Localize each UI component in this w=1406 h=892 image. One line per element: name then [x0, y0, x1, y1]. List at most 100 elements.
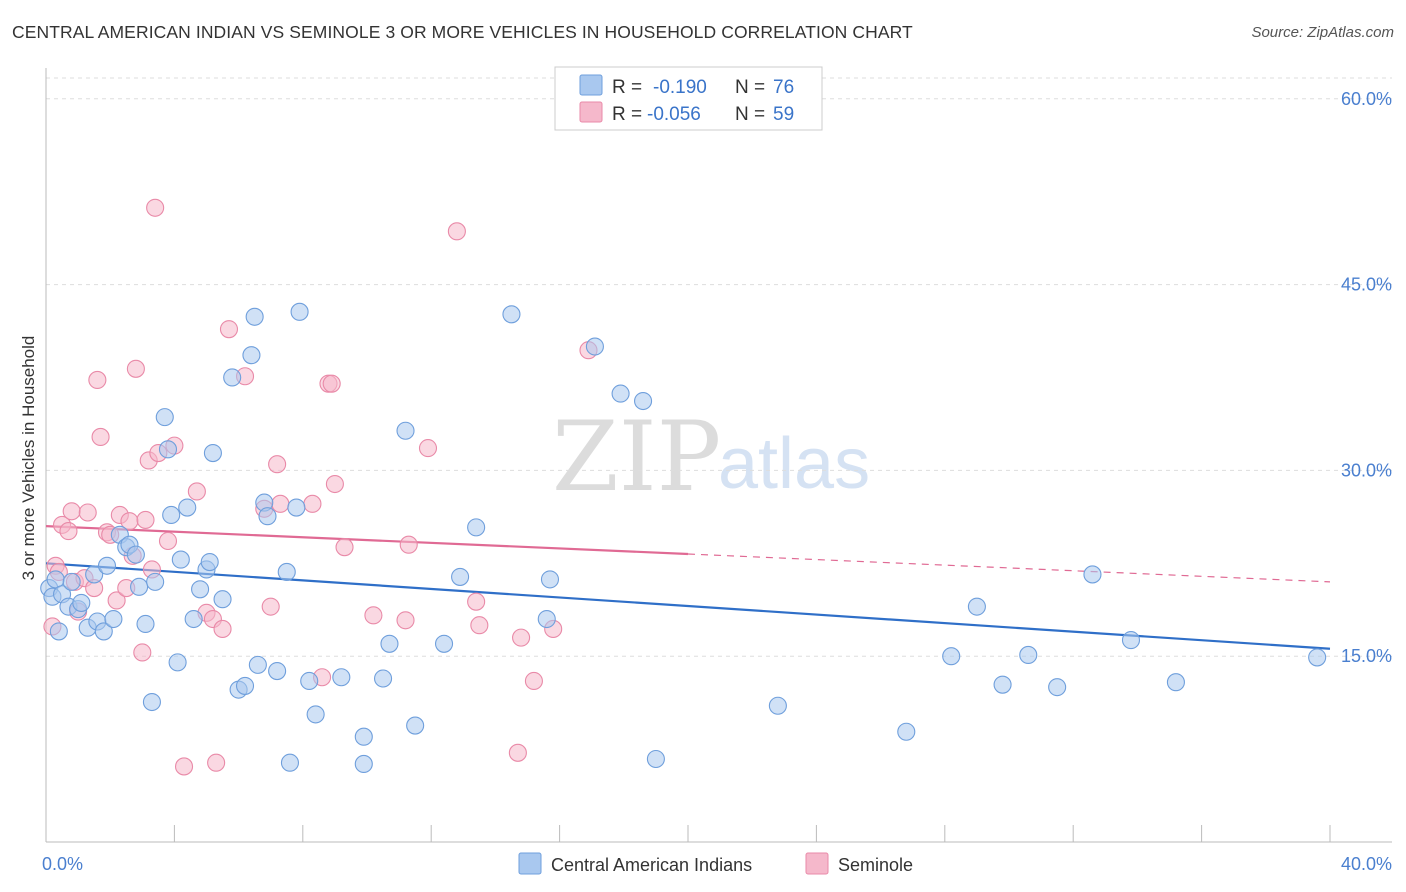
central-american-indian-point	[191, 580, 210, 599]
central-american-indian-point	[768, 696, 787, 715]
chart-title: CENTRAL AMERICAN INDIAN VS SEMINOLE 3 OR…	[12, 22, 913, 42]
central-american-indian-point	[136, 614, 155, 634]
central-american-indian-point	[373, 669, 393, 688]
central-american-indian-point	[280, 753, 300, 772]
seminole-point	[396, 611, 415, 630]
central-american-indian-point	[290, 302, 309, 321]
seminole-point	[268, 455, 287, 474]
central-american-indian-point	[646, 749, 665, 769]
central-american-indian-point	[611, 384, 630, 403]
central-american-indian-point	[184, 609, 203, 629]
y-axis-label: 3 or more Vehicles in Household	[19, 336, 38, 581]
y-tick-label: 30.0%	[1341, 460, 1392, 480]
y-tick-label: 15.0%	[1341, 646, 1392, 666]
seminole-point	[303, 494, 322, 513]
central-american-indian-point	[142, 692, 161, 712]
source-credit: Source: ZipAtlas.com	[1251, 24, 1394, 41]
central-american-indian-point	[268, 662, 287, 681]
seminole-point	[107, 591, 126, 610]
seminole-point	[62, 502, 81, 521]
central-american-indian-point	[248, 655, 267, 674]
central-american-indian-point	[49, 622, 68, 641]
central-american-indian-point	[130, 577, 149, 596]
central-american-indian-point	[396, 421, 415, 440]
seminole-point	[91, 427, 110, 446]
bottom-legend-label-seminole: Seminole	[838, 855, 913, 875]
seminole-point	[335, 538, 354, 557]
tick-labels: 15.0% 30.0% 45.0% 60.0% 0.0% 40.0%	[42, 89, 1392, 874]
axes	[45, 68, 1392, 843]
seminole-points	[43, 198, 598, 776]
bottom-legend-swatch-blue	[518, 852, 542, 875]
blue-trend-line-solid	[45, 562, 1331, 650]
legend-row-central-american-indians: R = -0.190 N = 76	[579, 74, 794, 98]
grid-lines	[46, 77, 1392, 657]
central-american-indian-points	[40, 302, 1327, 774]
legend-swatch-pink	[579, 101, 603, 123]
central-american-indian-point	[942, 647, 961, 666]
legend-row-seminole: R = -0.056 N = 59	[579, 101, 794, 125]
seminole-point	[78, 503, 97, 522]
central-american-indian-point	[213, 590, 232, 609]
seminole-point	[447, 222, 466, 241]
trend-lines	[45, 525, 1331, 650]
seminole-point	[59, 522, 78, 541]
central-american-indian-point	[287, 498, 306, 517]
y-tick-label: 60.0%	[1341, 89, 1392, 109]
central-american-indian-point	[72, 593, 91, 612]
central-american-indian-point	[354, 754, 373, 774]
central-american-indian-point	[1048, 678, 1067, 697]
x-tick-label-start: 0.0%	[42, 854, 83, 874]
seminole-point	[261, 597, 280, 616]
central-american-indian-point	[85, 565, 104, 584]
watermark-zip: ZIP	[552, 401, 721, 513]
seminole-point	[207, 753, 226, 772]
seminole-point	[512, 628, 531, 647]
bottom-legend-swatch-pink	[805, 852, 829, 875]
legend-n-label: N =	[735, 77, 765, 98]
central-american-indian-point	[146, 572, 165, 591]
central-american-indian-point	[223, 368, 242, 387]
central-american-indian-point	[62, 572, 81, 591]
central-american-indian-point	[300, 671, 319, 691]
legend-r-value: -0.190	[653, 77, 707, 98]
central-american-indian-point	[126, 545, 145, 564]
zipatlas-watermark: ZIP atlas	[552, 401, 870, 513]
seminole-point	[174, 757, 194, 776]
central-american-indian-point	[451, 567, 470, 586]
central-american-indian-point	[178, 498, 197, 517]
central-american-indian-point	[354, 727, 373, 746]
central-american-indian-point	[967, 597, 986, 616]
central-american-indian-point	[104, 609, 123, 629]
legend-swatch-blue	[579, 74, 603, 96]
seminole-point	[133, 643, 152, 662]
seminole-point	[470, 616, 489, 635]
central-american-indian-point	[434, 634, 454, 653]
legend-r-label: R =	[612, 77, 642, 98]
central-american-indian-point	[406, 716, 425, 735]
central-american-indian-point	[1308, 648, 1327, 667]
watermark-atlas: atlas	[718, 424, 870, 504]
seminole-point	[126, 359, 145, 378]
seminole-point	[524, 671, 543, 691]
central-american-indian-point	[332, 668, 351, 687]
central-american-indian-point	[171, 550, 190, 569]
seminole-point	[146, 198, 165, 217]
seminole-point	[467, 592, 486, 611]
central-american-indian-point	[1166, 673, 1185, 692]
seminole-point	[271, 494, 290, 513]
central-american-indian-point	[200, 553, 219, 572]
central-american-indian-point	[1121, 631, 1141, 650]
seminole-point	[364, 606, 383, 625]
y-tick-label: 45.0%	[1341, 275, 1392, 295]
seminole-point	[399, 535, 418, 554]
central-american-indian-point	[1083, 565, 1102, 584]
legend-n-label: N =	[735, 104, 765, 125]
central-american-indian-point	[155, 408, 174, 427]
seminole-point	[158, 531, 178, 551]
pink-trend-line-solid	[45, 525, 689, 556]
legend-box: R = -0.190 N = 76 R = -0.056 N = 59	[554, 66, 823, 131]
legend-r-label: R =	[612, 104, 642, 125]
seminole-point	[88, 370, 107, 390]
